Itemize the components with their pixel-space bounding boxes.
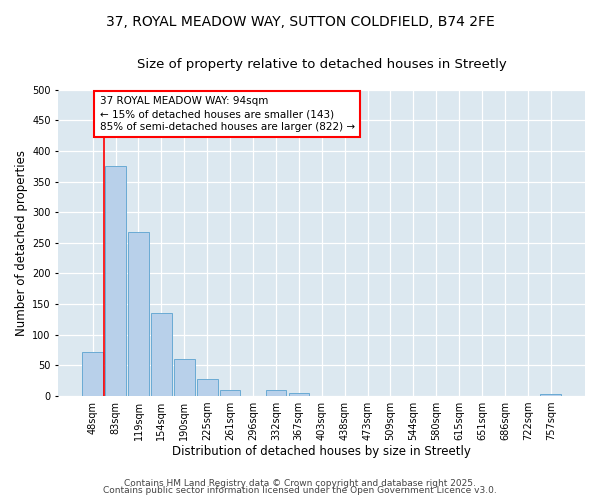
Text: Contains public sector information licensed under the Open Government Licence v3: Contains public sector information licen…: [103, 486, 497, 495]
Text: Contains HM Land Registry data © Crown copyright and database right 2025.: Contains HM Land Registry data © Crown c…: [124, 478, 476, 488]
Text: 37, ROYAL MEADOW WAY, SUTTON COLDFIELD, B74 2FE: 37, ROYAL MEADOW WAY, SUTTON COLDFIELD, …: [106, 15, 494, 29]
Bar: [174, 359, 194, 396]
X-axis label: Distribution of detached houses by size in Streetly: Distribution of detached houses by size …: [172, 444, 471, 458]
Text: 37 ROYAL MEADOW WAY: 94sqm
← 15% of detached houses are smaller (143)
85% of sem: 37 ROYAL MEADOW WAY: 94sqm ← 15% of deta…: [100, 96, 355, 132]
Bar: [197, 379, 218, 396]
Bar: [541, 394, 561, 396]
Title: Size of property relative to detached houses in Streetly: Size of property relative to detached ho…: [137, 58, 506, 70]
Y-axis label: Number of detached properties: Number of detached properties: [15, 150, 28, 336]
Bar: [220, 390, 241, 396]
Bar: [105, 166, 126, 396]
Bar: [266, 390, 286, 396]
Bar: [82, 352, 103, 396]
Bar: [289, 393, 309, 396]
Bar: [128, 232, 149, 396]
Bar: [151, 314, 172, 396]
